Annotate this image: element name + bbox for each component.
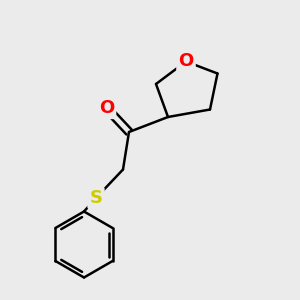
Text: S: S	[89, 189, 103, 207]
Text: O: O	[178, 52, 194, 70]
Text: O: O	[99, 99, 114, 117]
